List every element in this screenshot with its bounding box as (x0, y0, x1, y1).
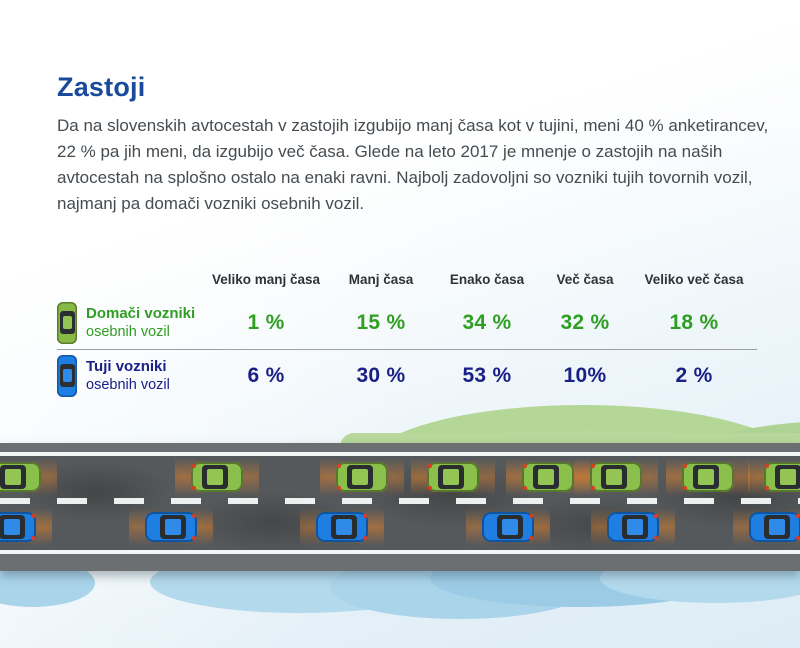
row-foreign-drivers: Tuji vozniki osebnih vozil (57, 350, 205, 402)
row-sublabel-foreign: osebnih vozil (86, 377, 170, 394)
green-car-icon (666, 453, 750, 501)
road-shoulder (0, 443, 800, 452)
blue-car-icon (482, 512, 534, 542)
value-cell: 53 % (462, 364, 512, 387)
value-cell: 15 % (356, 311, 406, 334)
green-car-icon (574, 453, 658, 501)
blue-car-icon (749, 512, 800, 542)
road-edge-line (0, 550, 800, 554)
blue-car-icon (145, 512, 197, 542)
blue-car-icon (607, 512, 659, 542)
green-car-icon (0, 453, 57, 501)
results-table: Veliko manj časa Manj časa Enako časa Ve… (57, 272, 757, 402)
green-car-icon (411, 453, 495, 501)
value-cell: 18 % (669, 311, 719, 334)
row-sublabel-domestic: osebnih vozil (86, 324, 170, 341)
green-car-icon (320, 453, 404, 501)
row-label-domestic: Domači vozniki (86, 304, 196, 322)
column-header-veliko-vec: Veliko več časa (644, 272, 744, 287)
blue-car-icon (0, 512, 36, 542)
value-cell: 6 % (247, 364, 285, 387)
value-cell: 30 % (356, 364, 406, 387)
blue-car-icon (57, 355, 77, 397)
green-car-icon (748, 453, 800, 501)
column-header-vec: Več časa (556, 272, 614, 287)
value-cell: 1 % (247, 311, 285, 334)
green-car-icon (506, 453, 590, 501)
lane-divider-dashes (0, 498, 800, 504)
value-cell: 10% (563, 364, 607, 387)
green-car-icon (175, 453, 259, 501)
page-title: Zastoji (57, 72, 146, 102)
value-cell: 2 % (675, 364, 713, 387)
table-corner-spacer (57, 287, 205, 297)
hills-illustration (310, 393, 800, 525)
row-divider (57, 349, 757, 350)
green-car-icon (57, 302, 77, 344)
value-cell: 32 % (560, 311, 610, 334)
intro-paragraph: Da na slovenskih avtocestah v zastojih i… (57, 116, 769, 213)
column-header-veliko-manj: Veliko manj časa (211, 272, 321, 287)
column-header-enako: Enako časa (449, 272, 525, 287)
road-shoulder (0, 554, 800, 571)
column-header-manj: Manj časa (348, 272, 414, 287)
row-domestic-drivers: Domači vozniki osebnih vozil (57, 297, 205, 349)
value-cell: 34 % (462, 311, 512, 334)
row-label-foreign: Tuji vozniki (86, 357, 167, 375)
blue-car-icon (316, 512, 368, 542)
